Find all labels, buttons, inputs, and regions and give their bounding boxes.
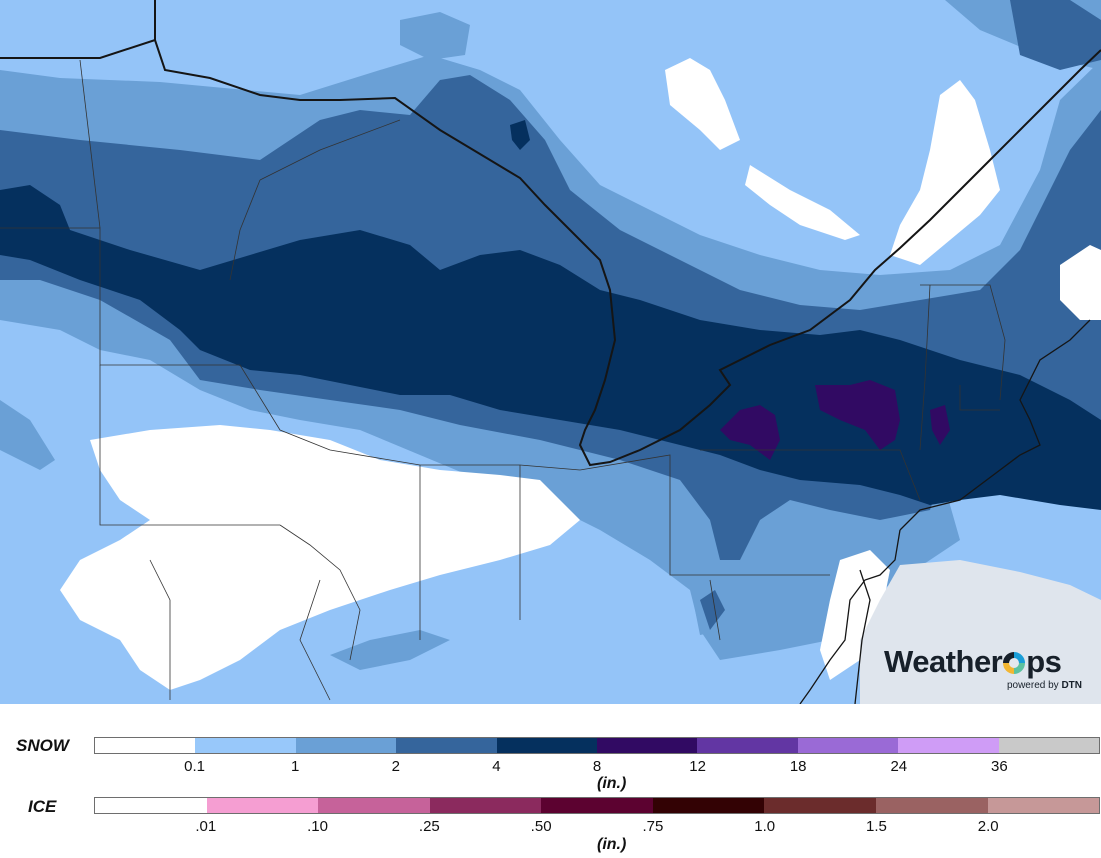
- ice-tick-labels: .01 .10 .25 .50 .75 1.0 1.5 2.0: [94, 818, 1100, 838]
- snow-area-8-12: [815, 380, 900, 450]
- ice-legend-swatch: [875, 798, 988, 813]
- ice-legend-label: ICE: [28, 797, 57, 816]
- snow-area-1-2: [0, 400, 55, 470]
- snow-legend-swatch: [195, 738, 296, 753]
- snow-tick-label: 1: [291, 758, 300, 775]
- no-snow-area: [820, 550, 890, 680]
- snow-area-4-8: [0, 185, 1101, 510]
- snow-legend-swatch: [95, 738, 196, 753]
- ice-tick-label: .25: [418, 818, 440, 835]
- ice-legend-swatch: [206, 798, 319, 813]
- snow-legend-swatch: [998, 738, 1100, 753]
- no-snow-area: [60, 425, 580, 690]
- ice-legend-swatch: [429, 798, 542, 813]
- snowfall-map-canvas: [0, 0, 1101, 704]
- ice-tick-label: 1.0: [754, 818, 776, 835]
- ice-legend-swatch: [318, 798, 430, 813]
- snow-area-1-2: [400, 12, 470, 60]
- state-boundaries: [0, 59, 1006, 701]
- ice-unit-label: (in.): [597, 836, 627, 853]
- snow-unit-label: (in.): [597, 775, 627, 792]
- snow-tick-labels: 0.1 1 2 4 8 12 18 24 36: [94, 758, 1100, 778]
- snow-area-2-4: [1010, 0, 1101, 70]
- ice-color-bar: [94, 797, 1100, 814]
- snow-tick-label: 4: [492, 758, 501, 775]
- snow-legend-swatch: [697, 738, 798, 753]
- no-data-area: [860, 560, 1101, 704]
- ice-legend-swatch: [652, 798, 765, 813]
- no-snow-area: [665, 58, 740, 150]
- weatherops-logo: Weather ps powered by DTN: [884, 646, 1092, 698]
- snow-tick-label: 12: [689, 758, 706, 775]
- ice-tick-label: .75: [642, 818, 664, 835]
- snow-area-2-4: [700, 590, 725, 630]
- ice-tick-label: .10: [307, 818, 328, 835]
- snow-tick-label: 24: [890, 758, 908, 775]
- snow-tick-label: 2: [391, 758, 400, 775]
- ice-legend-swatch: [764, 798, 876, 813]
- snow-area-8-12: [930, 405, 950, 445]
- ice-legend-swatch: [541, 798, 653, 813]
- snow-tick-label: 8: [592, 758, 602, 775]
- ice-legend-swatch: [95, 798, 207, 813]
- snow-legend-swatch: [597, 738, 698, 753]
- no-snow-area: [890, 80, 1000, 265]
- weatherops-brand: Weather ps: [884, 644, 1062, 679]
- powered-by-dtn: powered by DTN: [1006, 680, 1082, 691]
- international-border: [0, 38, 1101, 467]
- snow-tick-label: 18: [789, 758, 807, 775]
- logo-o-icon: [1003, 652, 1026, 674]
- coastline: [854, 569, 871, 704]
- snow-tick-label: 36: [991, 758, 1008, 775]
- snow-area-8-12: [720, 405, 780, 460]
- snow-area-4-8: [510, 120, 530, 150]
- snowfall-map: [0, 0, 1101, 704]
- coastline: [799, 529, 901, 704]
- snow-legend-swatch: [295, 738, 397, 753]
- coastline: [899, 319, 1091, 531]
- snow-legend-swatch: [496, 738, 598, 753]
- no-snow-area: [1060, 245, 1101, 320]
- ice-tick-label: 1.5: [866, 818, 887, 835]
- ice-legend-swatch: [987, 798, 1100, 813]
- ice-tick-label: .01: [195, 818, 217, 835]
- snow-legend-swatch: [396, 738, 497, 753]
- snow-color-bar: [94, 737, 1100, 754]
- ice-tick-label: 2.0: [977, 818, 999, 835]
- no-snow-area: [745, 165, 860, 240]
- snow-legend-swatch: [898, 738, 999, 753]
- snow-legend-label: SNOW: [16, 736, 69, 755]
- snow-tick-label: 0.1: [184, 758, 206, 775]
- ice-tick-label: .50: [530, 818, 552, 835]
- snow-legend-swatch: [797, 738, 899, 753]
